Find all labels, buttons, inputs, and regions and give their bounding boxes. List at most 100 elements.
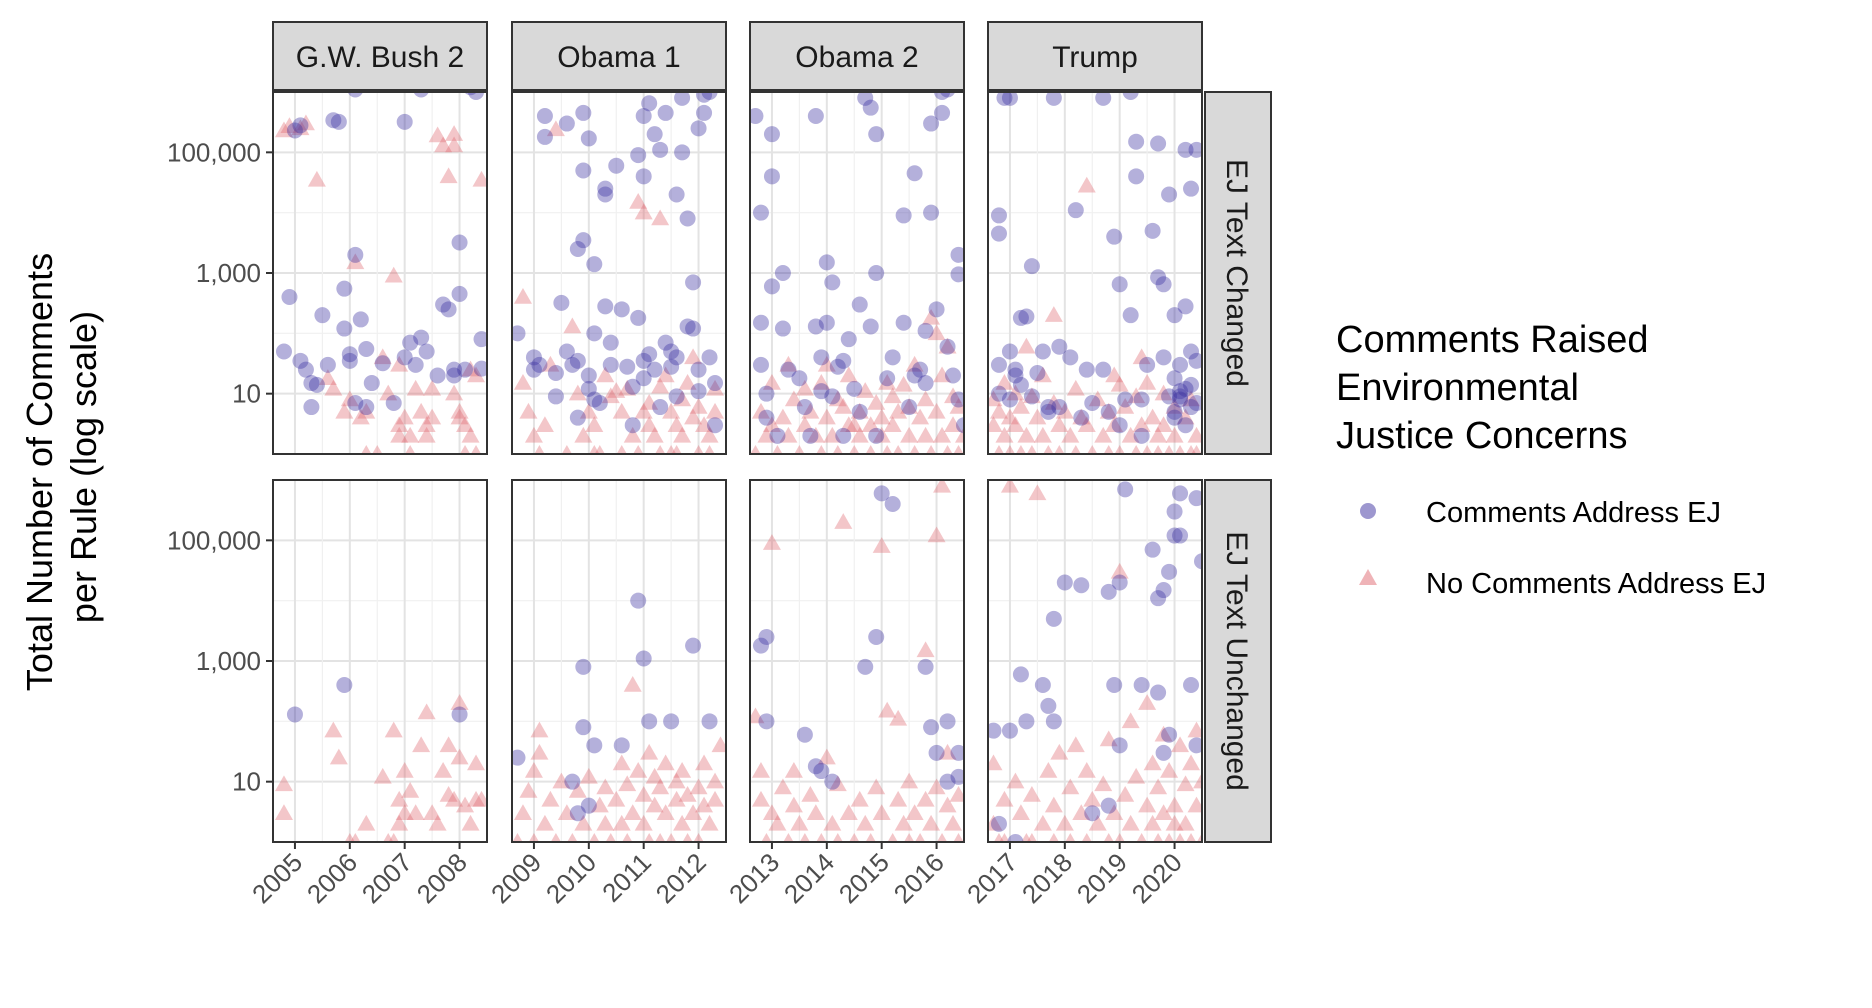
point-no-ej — [528, 833, 540, 842]
point-ej — [396, 349, 413, 366]
point-no-ej — [1033, 814, 1052, 831]
legend-key-no-ej-triangle — [1359, 569, 1377, 585]
point-no-ej — [439, 786, 458, 802]
y-axis-title: Total Number of Comments per Rule (log s… — [19, 243, 104, 691]
point-no-ej — [296, 114, 315, 131]
point-ej — [990, 225, 1007, 242]
point-ej — [451, 285, 468, 302]
point-no-ej — [795, 379, 814, 396]
point-no-ej — [579, 402, 598, 419]
point-no-ej — [623, 426, 642, 443]
point-no-ej — [872, 426, 891, 443]
point-ej — [451, 706, 468, 723]
point-ej — [1034, 343, 1051, 360]
point-no-ej — [1165, 426, 1184, 443]
point-ej — [824, 388, 841, 405]
point-ej — [807, 318, 824, 335]
point-no-ej — [535, 416, 554, 432]
point-ej — [564, 773, 581, 790]
point-no-ej — [401, 426, 420, 443]
x-tick-label: 2005 — [246, 847, 308, 909]
point-no-ej — [623, 676, 642, 692]
point-no-ej — [1196, 833, 1202, 842]
point-ej — [1183, 376, 1200, 393]
point-ej — [807, 758, 824, 775]
point-ej — [1161, 563, 1178, 580]
point-ej — [580, 380, 597, 397]
point-no-ej — [905, 355, 924, 372]
point-ej — [473, 360, 487, 377]
point-no-ej — [801, 786, 820, 802]
point-no-ej — [1077, 762, 1096, 778]
point-ej — [1007, 834, 1024, 842]
point-ej — [758, 385, 775, 402]
point-ej — [1051, 338, 1068, 355]
point-ej — [884, 496, 901, 513]
point-ej — [536, 128, 553, 145]
point-no-ej — [1141, 445, 1153, 454]
point-ej — [1100, 583, 1117, 600]
point-no-ej — [1048, 833, 1059, 842]
point-ej — [840, 331, 857, 348]
point-ej — [575, 104, 592, 121]
point-ej — [292, 352, 309, 369]
point-no-ej — [1004, 445, 1016, 454]
point-no-ej — [383, 833, 394, 842]
point-ej — [619, 358, 636, 375]
point-no-ej — [1152, 445, 1164, 454]
y-axis-title-line-2: per Rule (log scale) — [63, 311, 104, 623]
point-ej — [413, 92, 429, 98]
point-no-ej — [274, 775, 293, 792]
point-ej — [602, 334, 619, 351]
facet-strips: G.W. Bush 2 Obama 1 Obama 2 Trump EJ Text Ch… — [272, 21, 1272, 843]
point-no-ej — [1182, 390, 1201, 407]
point-no-ej — [684, 804, 703, 820]
point-no-ej — [1176, 814, 1195, 831]
point-ej — [750, 108, 764, 125]
point-ej — [1172, 383, 1189, 400]
point-no-ej — [916, 790, 935, 807]
point-no-ej — [925, 445, 937, 454]
point-ej — [835, 352, 852, 369]
point-no-ej — [629, 762, 648, 778]
point-no-ej — [878, 701, 897, 718]
point-ej — [758, 628, 775, 645]
point-ej — [835, 427, 852, 444]
point-no-ej — [933, 426, 952, 443]
point-ej — [752, 204, 769, 221]
point-ej — [597, 186, 614, 203]
point-ej — [1188, 352, 1202, 369]
x-tick-label: 2006 — [301, 847, 363, 909]
point-ej — [473, 331, 487, 348]
point-no-ej — [834, 398, 853, 414]
point-ej — [580, 797, 597, 814]
point-no-ej — [412, 402, 431, 419]
point-no-ej — [541, 355, 560, 372]
point-ej — [950, 744, 964, 761]
point-ej — [303, 375, 320, 392]
point-ej — [701, 713, 718, 730]
point-ej — [1150, 135, 1167, 152]
point-ej — [336, 320, 353, 337]
strip-background — [1204, 479, 1272, 843]
panel-border — [511, 479, 727, 843]
point-no-ej — [1094, 775, 1113, 792]
point-no-ej — [1193, 772, 1202, 789]
point-ej — [536, 108, 553, 125]
point-no-ej — [1011, 398, 1030, 414]
row-strip-0: EJ Text Changed — [1204, 91, 1272, 455]
x-tick-label: 2018 — [1016, 847, 1078, 909]
point-no-ej — [450, 694, 469, 710]
point-no-ej — [340, 390, 359, 407]
point-no-ej — [1022, 387, 1041, 404]
point-ej — [347, 246, 364, 263]
point-ej — [895, 314, 912, 331]
point-no-ej — [541, 790, 560, 807]
panel-r0-c1 — [511, 91, 727, 455]
point-no-ej — [1114, 833, 1125, 842]
y-tick-label: 1,000 — [196, 646, 261, 676]
point-no-ej — [307, 170, 326, 187]
point-ej — [303, 399, 320, 416]
point-no-ej — [1185, 445, 1197, 454]
point-no-ej — [993, 445, 1005, 454]
